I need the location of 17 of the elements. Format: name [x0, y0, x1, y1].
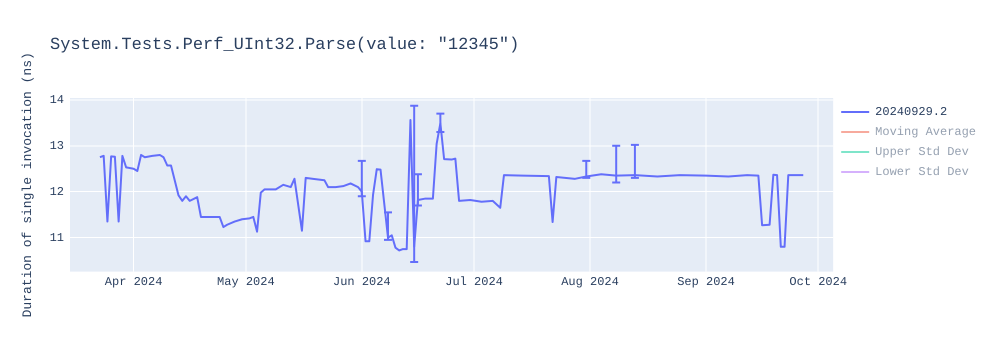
x-tick-label: Jun 2024: [333, 274, 391, 289]
x-tick-label: Jul 2024: [445, 274, 503, 289]
legend-label: Moving Average: [875, 125, 976, 140]
y-axis-title: Duration of single invocation (ns): [20, 52, 36, 318]
legend-label: Lower Std Dev: [875, 165, 969, 180]
x-tick-label: Oct 2024: [789, 274, 848, 289]
y-tick-label: 12: [50, 184, 64, 199]
x-tick-label: May 2024: [217, 274, 275, 289]
x-tick-label: Apr 2024: [104, 274, 162, 289]
x-tick-label: Aug 2024: [561, 274, 619, 289]
x-tick-label: Sep 2024: [677, 274, 735, 289]
chart-title: System.Tests.Perf_UInt32.Parse(value: "12345"): [50, 36, 520, 55]
legend-label: 20240929.2: [875, 105, 948, 120]
y-tick-label: 11: [50, 230, 64, 245]
y-tick-label: 14: [50, 93, 64, 108]
legend-label: Upper Std Dev: [875, 145, 969, 160]
y-tick-label: 13: [50, 138, 64, 153]
